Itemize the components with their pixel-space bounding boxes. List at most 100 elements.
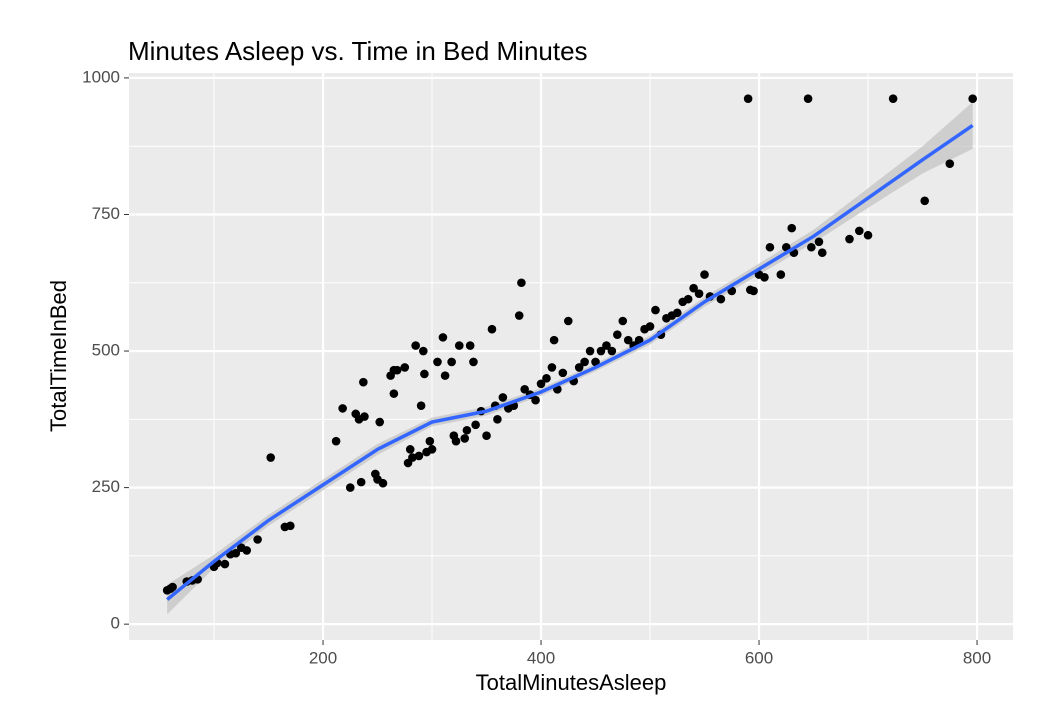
- point: [469, 357, 478, 367]
- point: [623, 335, 633, 345]
- point: [689, 283, 698, 293]
- point: [471, 420, 480, 430]
- point: [807, 242, 816, 252]
- point: [618, 316, 628, 326]
- point: [414, 451, 424, 461]
- point: [286, 521, 295, 531]
- point: [420, 369, 429, 379]
- point: [602, 341, 611, 350]
- point: [574, 363, 584, 372]
- point: [451, 436, 461, 446]
- point: [231, 548, 241, 558]
- point: [863, 230, 873, 240]
- point: [520, 384, 529, 394]
- y-tick-label: 750: [92, 204, 120, 223]
- point: [378, 478, 388, 488]
- point: [760, 272, 769, 282]
- x-tick-label: 400: [527, 648, 555, 667]
- point: [454, 341, 464, 350]
- point: [749, 286, 758, 296]
- point: [389, 389, 399, 398]
- point: [531, 395, 540, 405]
- point: [425, 436, 435, 446]
- point: [743, 94, 753, 103]
- point: [375, 417, 385, 427]
- point: [487, 324, 497, 334]
- x-axis-label: TotalMinutesAsleep: [476, 670, 667, 695]
- point: [968, 94, 977, 103]
- x-tick-label: 800: [963, 648, 991, 667]
- point: [651, 305, 660, 315]
- point: [482, 431, 491, 441]
- point: [945, 159, 955, 168]
- point: [493, 415, 502, 424]
- point: [517, 278, 526, 288]
- point: [845, 234, 854, 244]
- point: [242, 546, 252, 555]
- point: [814, 237, 824, 247]
- point: [392, 365, 402, 375]
- point: [716, 294, 726, 304]
- chart-title: Minutes Asleep vs. Time in Bed Minutes: [128, 36, 588, 66]
- point: [498, 393, 508, 402]
- point: [672, 308, 682, 318]
- point: [817, 248, 827, 258]
- point: [360, 412, 369, 421]
- point: [549, 335, 559, 345]
- point: [253, 535, 262, 544]
- point: [168, 582, 177, 592]
- point: [419, 346, 428, 356]
- point: [787, 223, 797, 233]
- point: [359, 377, 368, 387]
- point: [405, 445, 415, 454]
- point: [765, 242, 775, 252]
- point: [427, 445, 437, 454]
- point: [547, 363, 557, 372]
- point: [585, 346, 595, 356]
- point: [356, 477, 366, 487]
- point: [700, 270, 709, 279]
- point: [558, 368, 568, 378]
- point: [634, 335, 644, 345]
- y-tick-label: 0: [111, 614, 120, 633]
- y-tick-label: 500: [92, 341, 120, 360]
- point: [580, 357, 589, 367]
- y-tick-label: 250: [92, 477, 120, 496]
- point: [400, 363, 410, 372]
- point: [411, 341, 420, 350]
- point: [338, 404, 347, 413]
- point: [465, 341, 475, 350]
- point: [266, 453, 276, 462]
- point: [438, 333, 448, 342]
- panel: [129, 73, 1013, 640]
- point: [447, 357, 456, 367]
- point: [345, 483, 355, 492]
- y-axis-label: TotalTimeInBed: [46, 280, 71, 432]
- x-tick-label: 200: [309, 648, 337, 667]
- point: [591, 357, 600, 367]
- point: [514, 311, 524, 320]
- point: [462, 425, 472, 435]
- point: [855, 226, 864, 236]
- point: [607, 346, 617, 356]
- point: [440, 371, 450, 380]
- x-tick-label: 600: [745, 648, 773, 667]
- point: [408, 453, 417, 462]
- point: [645, 322, 655, 331]
- point: [596, 346, 606, 356]
- point: [542, 374, 551, 383]
- point: [563, 316, 573, 326]
- point: [613, 330, 622, 339]
- point: [920, 196, 930, 206]
- point: [683, 294, 693, 304]
- point: [220, 559, 230, 569]
- smooth-line: [166, 123, 974, 601]
- point: [888, 94, 898, 103]
- point: [433, 357, 442, 367]
- point: [536, 379, 546, 389]
- point: [776, 270, 786, 279]
- point: [694, 289, 704, 298]
- point: [460, 434, 470, 443]
- y-tick-label: 1000: [82, 67, 120, 86]
